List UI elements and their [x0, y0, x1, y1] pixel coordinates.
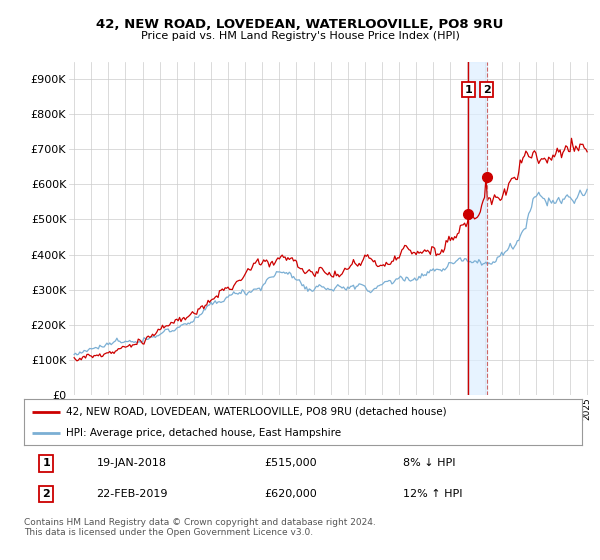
Text: 42, NEW ROAD, LOVEDEAN, WATERLOOVILLE, PO8 9RU: 42, NEW ROAD, LOVEDEAN, WATERLOOVILLE, P…	[97, 18, 503, 31]
Text: HPI: Average price, detached house, East Hampshire: HPI: Average price, detached house, East…	[66, 428, 341, 438]
Text: Price paid vs. HM Land Registry's House Price Index (HPI): Price paid vs. HM Land Registry's House …	[140, 31, 460, 41]
Text: Contains HM Land Registry data © Crown copyright and database right 2024.
This d: Contains HM Land Registry data © Crown c…	[24, 518, 376, 538]
Text: 2: 2	[43, 489, 50, 500]
Text: 12% ↑ HPI: 12% ↑ HPI	[403, 489, 463, 500]
Text: 1: 1	[43, 459, 50, 469]
Text: 42, NEW ROAD, LOVEDEAN, WATERLOOVILLE, PO8 9RU (detached house): 42, NEW ROAD, LOVEDEAN, WATERLOOVILLE, P…	[66, 407, 446, 417]
Text: 8% ↓ HPI: 8% ↓ HPI	[403, 459, 456, 469]
Text: 1: 1	[464, 85, 472, 95]
Text: 2: 2	[483, 85, 490, 95]
Text: 22-FEB-2019: 22-FEB-2019	[97, 489, 168, 500]
Bar	[469, 62, 487, 395]
Text: 19-JAN-2018: 19-JAN-2018	[97, 459, 167, 469]
Text: £515,000: £515,000	[264, 459, 317, 469]
Text: £620,000: £620,000	[264, 489, 317, 500]
